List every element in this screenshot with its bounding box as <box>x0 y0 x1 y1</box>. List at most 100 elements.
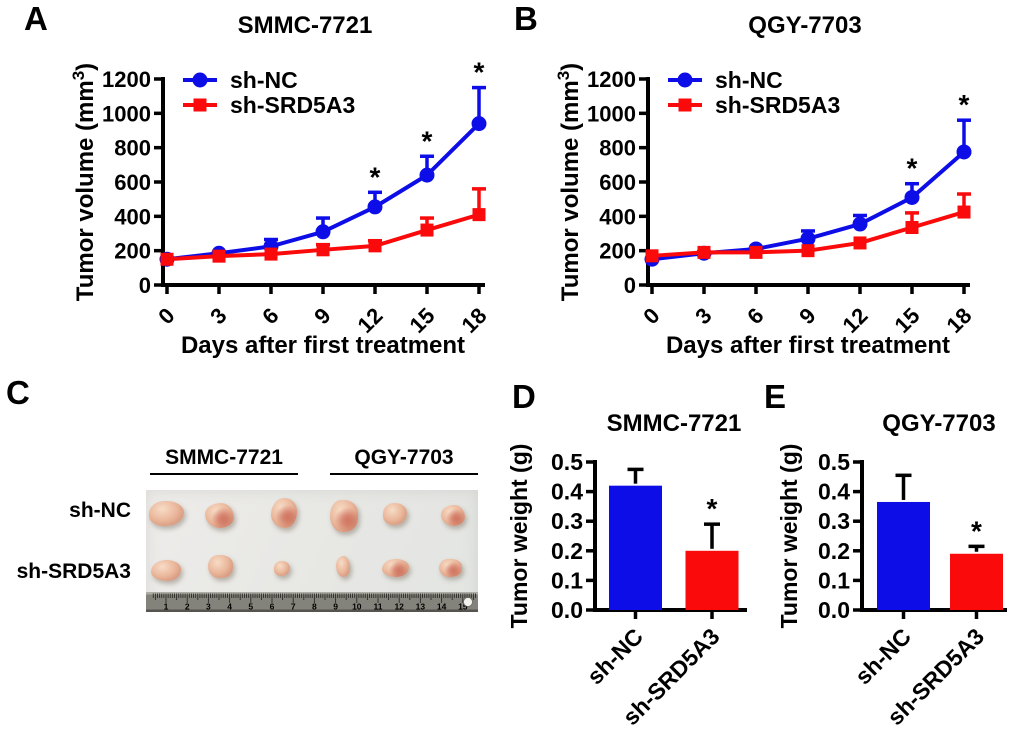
y-tick-label: 0.1 <box>818 567 850 593</box>
y-tick-label: 0.4 <box>551 479 583 505</box>
ruler-number: 1 <box>164 602 169 612</box>
chart-title: SMMC-7721 <box>607 410 742 437</box>
y-tick-label: 0.3 <box>551 508 583 534</box>
y-axis-label: Tumor weight (g) <box>510 444 532 629</box>
tumor-specimen <box>208 555 233 578</box>
y-axis-label: Tumor weight (g) <box>776 444 802 629</box>
x-tick-label: 0 <box>638 303 664 329</box>
data-point-square <box>957 205 971 219</box>
bar-sh-SRD5A3 <box>950 553 1003 610</box>
panel-label-e: E <box>764 378 787 415</box>
data-point-square <box>749 245 763 259</box>
x-tick-label: 9 <box>309 303 335 329</box>
significance-asterisk: * <box>907 153 918 184</box>
ruler-number: 9 <box>333 602 338 612</box>
tumor-specimen <box>383 503 407 525</box>
data-point-circle <box>904 189 920 205</box>
tumor-specimen <box>382 559 409 577</box>
data-point-square <box>212 249 226 263</box>
y-tick-label: 200 <box>114 239 151 264</box>
y-tick-label: 0.5 <box>818 449 850 475</box>
data-point-square <box>316 243 330 257</box>
bar-sh-SRD5A3 <box>685 550 739 610</box>
ruler-number: 5 <box>248 602 253 612</box>
tumor-specimen <box>330 500 358 532</box>
panel-label-a: A <box>24 0 48 37</box>
data-point-square <box>853 236 867 250</box>
chart-title: SMMC-7721 <box>238 12 373 39</box>
tumor-specimen <box>441 505 465 526</box>
y-tick-label: 0.1 <box>551 567 583 593</box>
x-tick-label: 3 <box>205 303 231 329</box>
tumor-specimen <box>271 498 297 528</box>
legend-label: sh-SRD5A3 <box>230 92 355 118</box>
ruler-number: 11 <box>374 602 383 612</box>
tumor-specimen <box>336 556 350 577</box>
data-point-square <box>472 208 486 222</box>
x-axis-label: Days after first treatment <box>666 332 950 359</box>
ruler-number: 13 <box>416 602 426 612</box>
legend-label: sh-NC <box>715 67 783 93</box>
x-tick-label: 3 <box>690 303 716 329</box>
x-axis-label: Days after first treatment <box>181 332 465 359</box>
ruler-edge-shadow <box>146 609 478 612</box>
significance-asterisk: * <box>971 515 982 546</box>
legend-marker-circle <box>677 72 693 88</box>
bar-category-label: sh-NC <box>850 623 916 689</box>
y-tick-label: 1000 <box>587 101 636 126</box>
y-tick-label: 0 <box>624 273 636 298</box>
data-point-square <box>645 249 659 263</box>
legend-label: sh-SRD5A3 <box>715 92 840 118</box>
ruler-number: 2 <box>185 602 190 612</box>
chart-title: QGY-7703 <box>882 410 995 437</box>
tumor-specimen <box>149 501 184 526</box>
y-tick-label: 0.2 <box>551 538 583 564</box>
y-tick-label: 0.0 <box>551 597 583 623</box>
x-tick-label: 6 <box>742 303 768 329</box>
data-point-square <box>420 223 434 237</box>
significance-asterisk: * <box>422 125 433 156</box>
panel-label-b: B <box>514 0 538 37</box>
tumor-specimen-photo: 1 2 3 4 5 6 7 8 9 10 11 12 13 14 15 <box>146 490 478 612</box>
tumor-specimen <box>274 561 290 576</box>
ruler-number: 12 <box>394 602 404 612</box>
ruler-hole <box>463 597 473 607</box>
y-tick-label: 400 <box>114 204 151 229</box>
x-tick-label: 6 <box>257 303 283 329</box>
data-point-circle <box>367 199 383 215</box>
data-point-square <box>368 239 382 253</box>
panel-d-bar-chart: 0.0 0.1 0.2 0.3 0.4 0.5 SMMC-7721 Tumor weight … <box>510 410 747 730</box>
y-tick-label: 0.4 <box>818 479 850 505</box>
bar-sh-NC <box>609 485 662 610</box>
data-point-square <box>160 252 174 266</box>
data-point-circle <box>315 224 331 240</box>
significance-asterisk: * <box>370 161 381 192</box>
ruler-number: 3 <box>206 602 211 612</box>
data-point-square <box>905 220 919 234</box>
y-tick-label: 0 <box>139 273 151 298</box>
data-point-circle <box>956 144 972 160</box>
legend-label: sh-NC <box>230 67 298 93</box>
chart-title: QGY-7703 <box>748 12 861 39</box>
row-label-sh-nc: sh-NC <box>69 499 131 522</box>
y-tick-label: 1000 <box>102 101 151 126</box>
data-point-square <box>801 244 815 258</box>
ruler-number: 4 <box>227 602 232 612</box>
bar-sh-NC <box>877 501 930 610</box>
ruler-number: 14 <box>437 602 447 612</box>
y-tick-label: 0.0 <box>818 597 850 623</box>
data-point-square <box>264 247 278 261</box>
data-point-circle <box>852 216 868 232</box>
y-tick-label: 800 <box>599 136 636 161</box>
ruler-edge-highlight <box>146 592 478 595</box>
x-tick-label: 9 <box>794 303 820 329</box>
data-point-square <box>697 245 711 259</box>
data-point-circle <box>800 231 816 247</box>
ruler-number: 10 <box>352 602 362 612</box>
significance-asterisk: * <box>707 493 718 524</box>
significance-asterisk: * <box>474 57 485 88</box>
ruler: 1 2 3 4 5 6 7 8 9 10 11 12 13 14 15 <box>146 592 478 612</box>
y-axis-label: Tumor volume (mm3) <box>69 63 99 301</box>
